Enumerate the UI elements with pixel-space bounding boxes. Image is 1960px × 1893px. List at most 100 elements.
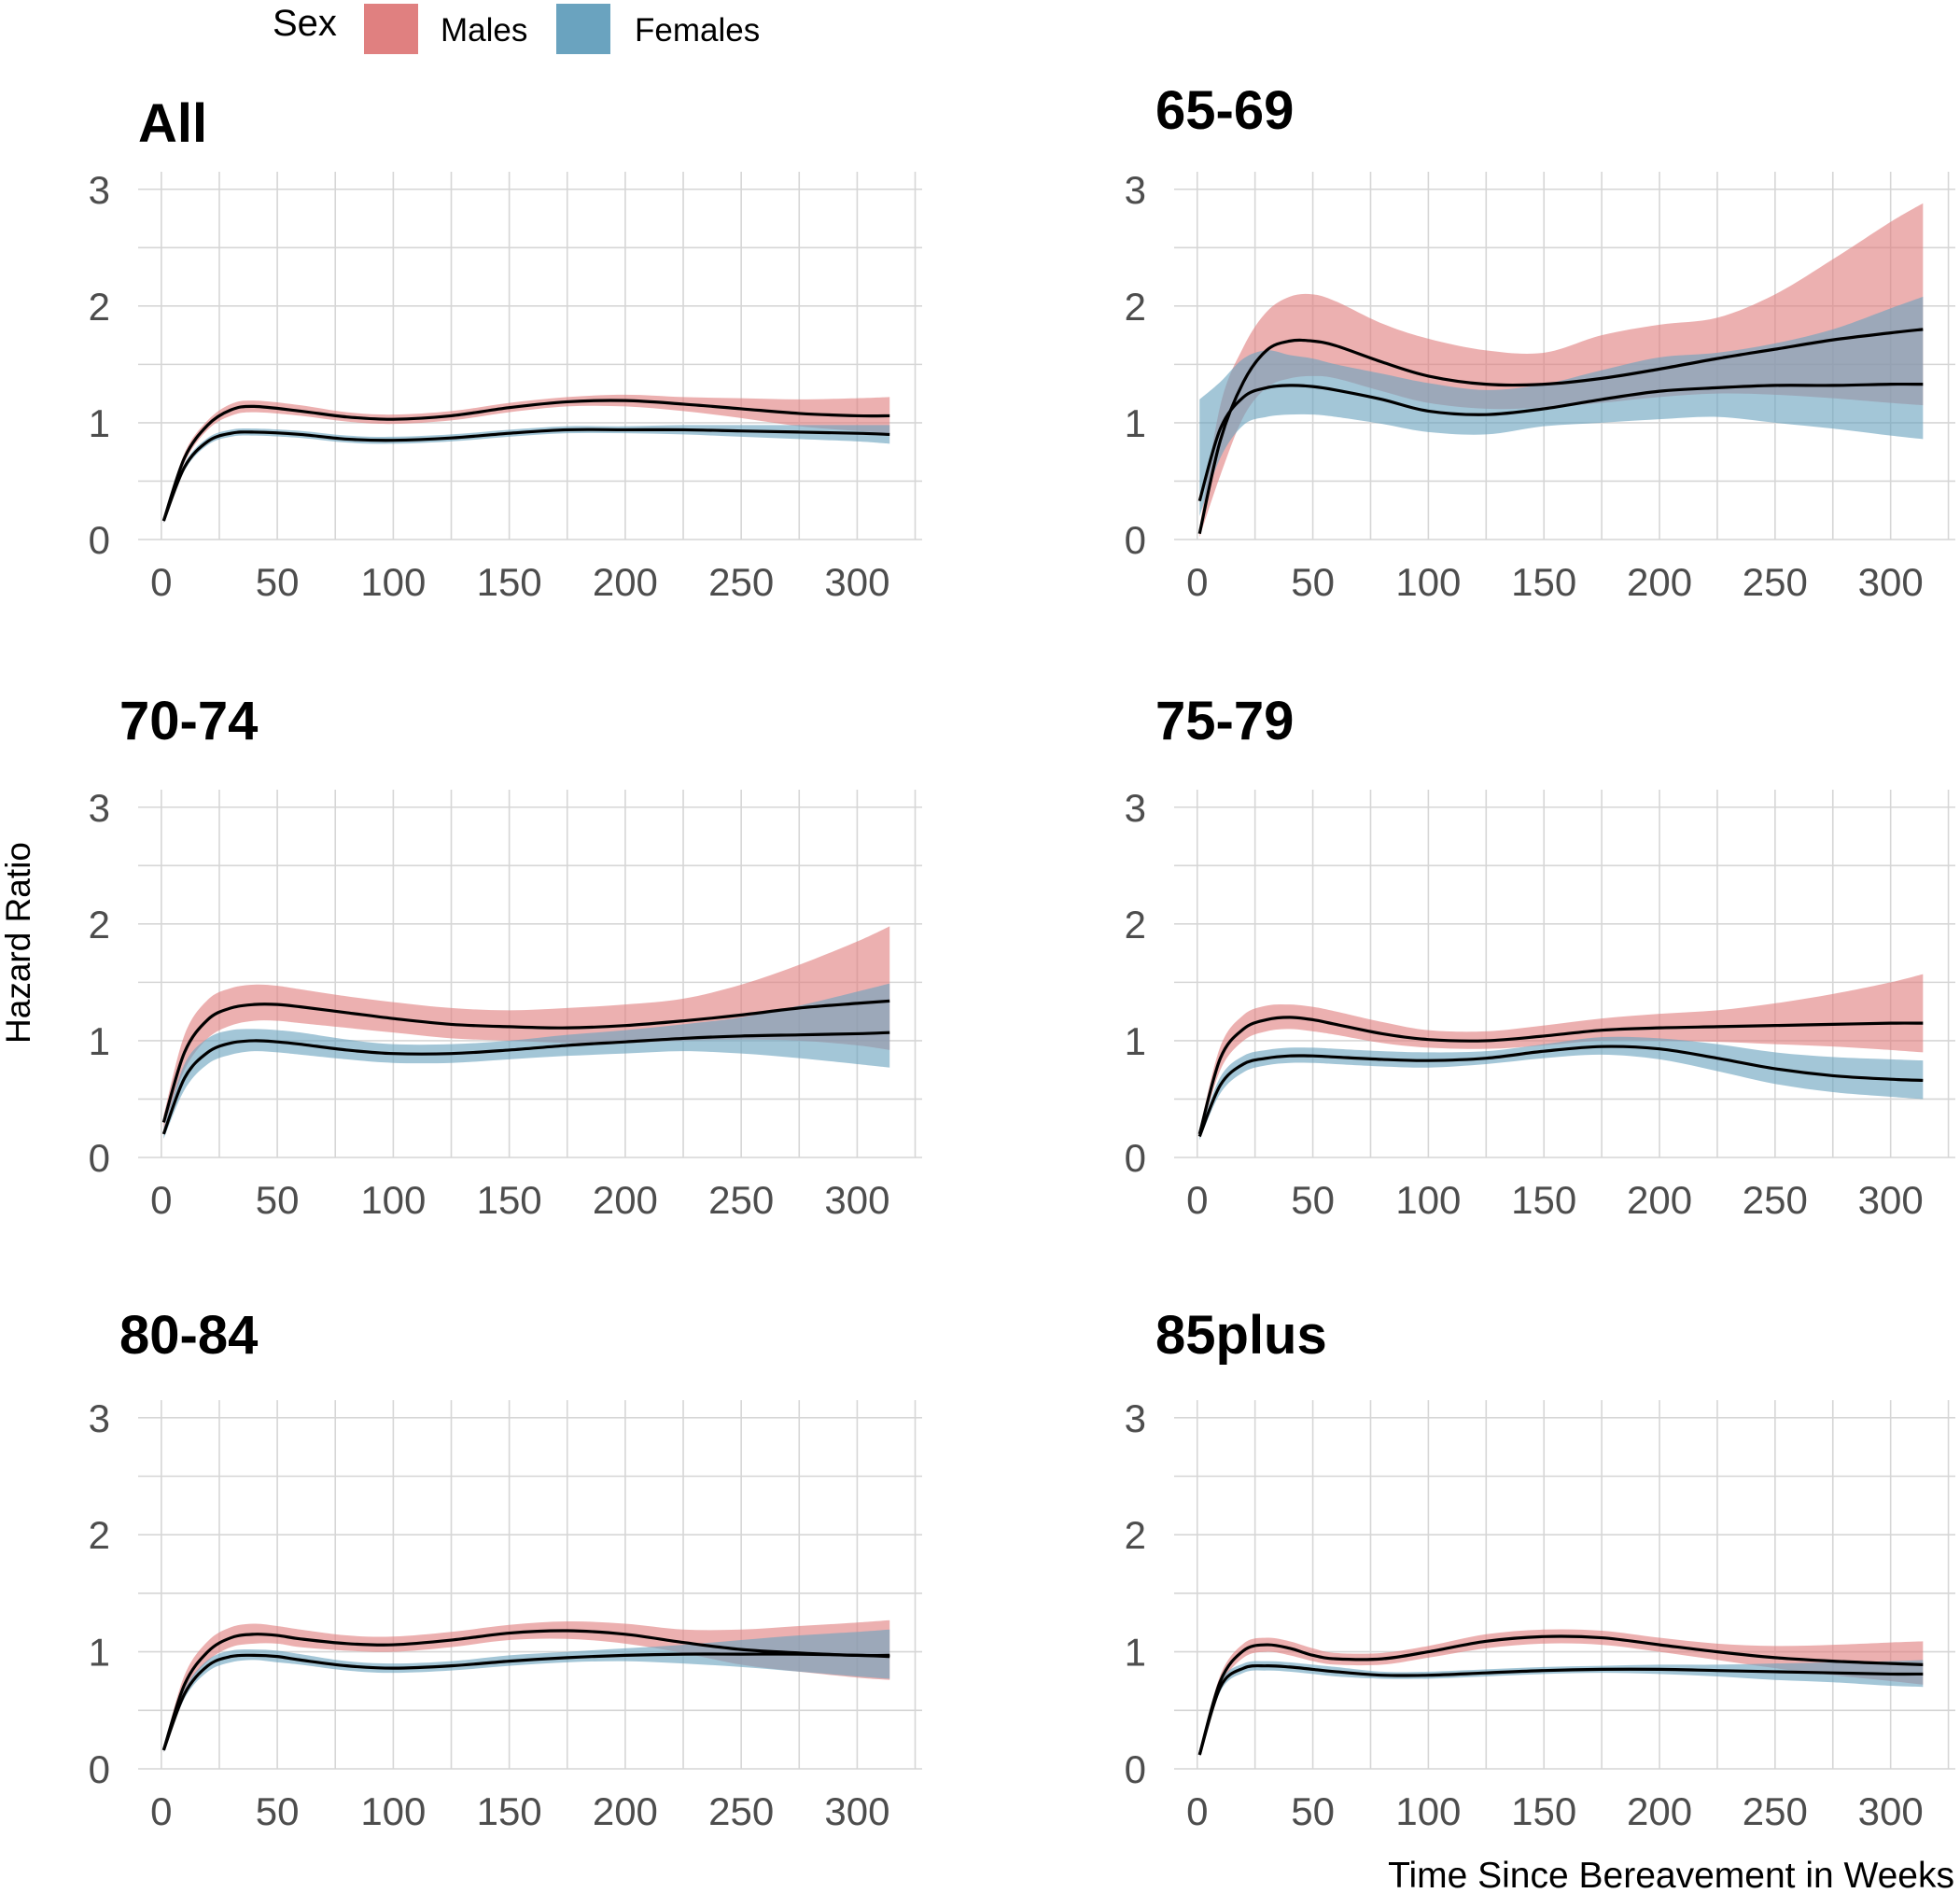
- y-tick-label: 1: [89, 401, 110, 445]
- x-tick-label: 300: [1858, 1789, 1924, 1833]
- ci-ribbon-females: [1199, 1036, 1924, 1141]
- x-tick-label: 50: [1291, 1178, 1335, 1222]
- gridlines: [1174, 790, 1955, 1158]
- x-tick-label: 300: [824, 1178, 889, 1222]
- ci-ribbon-females: [163, 1629, 890, 1753]
- x-tick-label: 200: [593, 560, 658, 604]
- x-tick-label: 100: [360, 1789, 426, 1833]
- ci-ribbon-females: [163, 983, 890, 1139]
- panel-title: 85plus: [1155, 1305, 1327, 1366]
- x-tick-label: 100: [1395, 1789, 1461, 1833]
- ci-ribbon-males: [1199, 974, 1924, 1138]
- x-tick-label: 200: [593, 1789, 658, 1833]
- x-tick-label: 50: [256, 1178, 300, 1222]
- y-tick-label: 3: [1125, 1396, 1146, 1440]
- panel-4: 75-79 0 50 100 150 200 250 300 0 1 2 3: [1125, 691, 1955, 1222]
- ci-ribbon-females: [1199, 1660, 1924, 1758]
- y-tick-label: 0: [89, 1136, 110, 1180]
- x-tick-label: 150: [1511, 1178, 1576, 1222]
- estimate-line-females: [1197, 382, 1924, 502]
- y-tick-label: 3: [1125, 168, 1146, 212]
- x-tick-label: 200: [593, 1178, 658, 1222]
- y-tick-label: 2: [89, 1513, 110, 1557]
- x-tick-label: 250: [1743, 1178, 1808, 1222]
- x-axis-title: Time Since Bereavement in Weeks: [1388, 1856, 1954, 1893]
- gridlines: [138, 172, 922, 540]
- ci-ribbon-females: [163, 425, 890, 524]
- x-tick-label: 200: [1627, 1178, 1692, 1222]
- x-tick-label: 0: [150, 1178, 172, 1222]
- y-tick-label: 0: [1125, 518, 1146, 562]
- x-tick-label: 300: [1858, 1178, 1924, 1222]
- x-tick-label: 0: [1186, 1789, 1208, 1833]
- y-tick-label: 2: [89, 903, 110, 946]
- x-tick-label: 250: [1743, 1789, 1808, 1833]
- x-tick-label: 0: [1186, 560, 1208, 604]
- x-tick-label: 150: [1511, 1789, 1576, 1833]
- panel-title: All: [138, 93, 207, 154]
- panel-5: 80-84 0 50 100 150 200 250 300 0 1 2 3: [89, 1305, 922, 1833]
- legend-swatch-females: [556, 4, 610, 54]
- x-tick-label: 50: [1291, 1789, 1335, 1833]
- x-tick-label: 250: [708, 560, 774, 604]
- gridlines: [138, 1400, 922, 1770]
- y-tick-label: 1: [1125, 401, 1146, 445]
- panel-1: All 0 50 100 150 200 250 300 0 1 2 3: [89, 93, 922, 604]
- estimate-line-males: [1197, 1016, 1924, 1135]
- y-tick-label: 2: [1125, 1513, 1146, 1557]
- x-tick-label: 0: [150, 1789, 172, 1833]
- panel-2: 65-69 0 50 100 150 200 250 300 0 1 2 3: [1125, 80, 1955, 604]
- y-tick-label: 0: [89, 1747, 110, 1791]
- estimate-line-females: [161, 428, 890, 522]
- y-tick-label: 3: [1125, 786, 1146, 830]
- y-tick-label: 0: [1125, 1136, 1146, 1180]
- y-tick-label: 2: [1125, 285, 1146, 329]
- estimate-line-females: [1197, 1663, 1924, 1756]
- panel-title: 75-79: [1155, 691, 1294, 751]
- y-tick-label: 1: [1125, 1019, 1146, 1063]
- estimate-line-females: [1197, 1045, 1924, 1138]
- y-tick-label: 2: [89, 285, 110, 329]
- x-tick-label: 300: [1858, 560, 1924, 604]
- x-tick-label: 100: [360, 560, 426, 604]
- x-tick-label: 50: [256, 1789, 300, 1833]
- y-tick-label: 0: [89, 518, 110, 562]
- x-tick-label: 0: [150, 560, 172, 604]
- ci-ribbon-males: [1199, 203, 1924, 538]
- y-tick-label: 1: [89, 1631, 110, 1675]
- x-tick-label: 50: [256, 560, 300, 604]
- estimate-line-females: [161, 1652, 890, 1751]
- gridlines: [1174, 1400, 1955, 1770]
- x-tick-label: 150: [477, 1789, 542, 1833]
- estimate-line-females: [161, 1031, 890, 1135]
- y-tick-label: 3: [89, 786, 110, 830]
- x-tick-label: 150: [477, 560, 542, 604]
- panel-title: 65-69: [1155, 80, 1294, 141]
- x-tick-label: 0: [1186, 1178, 1208, 1222]
- panel-title: 80-84: [119, 1305, 258, 1366]
- x-tick-label: 300: [824, 1789, 889, 1833]
- panel-3: 70-74 0 50 100 150 200 250 300 0 1 2 3: [89, 691, 922, 1222]
- x-tick-label: 250: [708, 1789, 774, 1833]
- x-tick-label: 250: [1743, 560, 1808, 604]
- estimate-line-males: [1197, 1634, 1924, 1756]
- y-tick-label: 3: [89, 168, 110, 212]
- estimate-line-males: [1197, 328, 1924, 535]
- ci-ribbon-males: [163, 394, 890, 524]
- y-tick-label: 0: [1125, 1747, 1146, 1791]
- y-tick-label: 1: [89, 1019, 110, 1063]
- legend: Sex Males Females: [273, 3, 760, 54]
- x-tick-label: 250: [708, 1178, 774, 1222]
- x-tick-label: 300: [824, 560, 889, 604]
- y-tick-label: 3: [89, 1396, 110, 1440]
- panel-title: 70-74: [119, 691, 258, 751]
- panel-6: 85plus 0 50 100 150 200 250 300 0 1 2 3: [1125, 1305, 1955, 1833]
- estimate-line-males: [161, 399, 890, 522]
- x-tick-label: 100: [1395, 1178, 1461, 1222]
- x-tick-label: 150: [477, 1178, 542, 1222]
- ci-ribbon-males: [1199, 1629, 1924, 1758]
- x-tick-label: 100: [360, 1178, 426, 1222]
- x-tick-label: 200: [1627, 1789, 1692, 1833]
- x-tick-label: 200: [1627, 560, 1692, 604]
